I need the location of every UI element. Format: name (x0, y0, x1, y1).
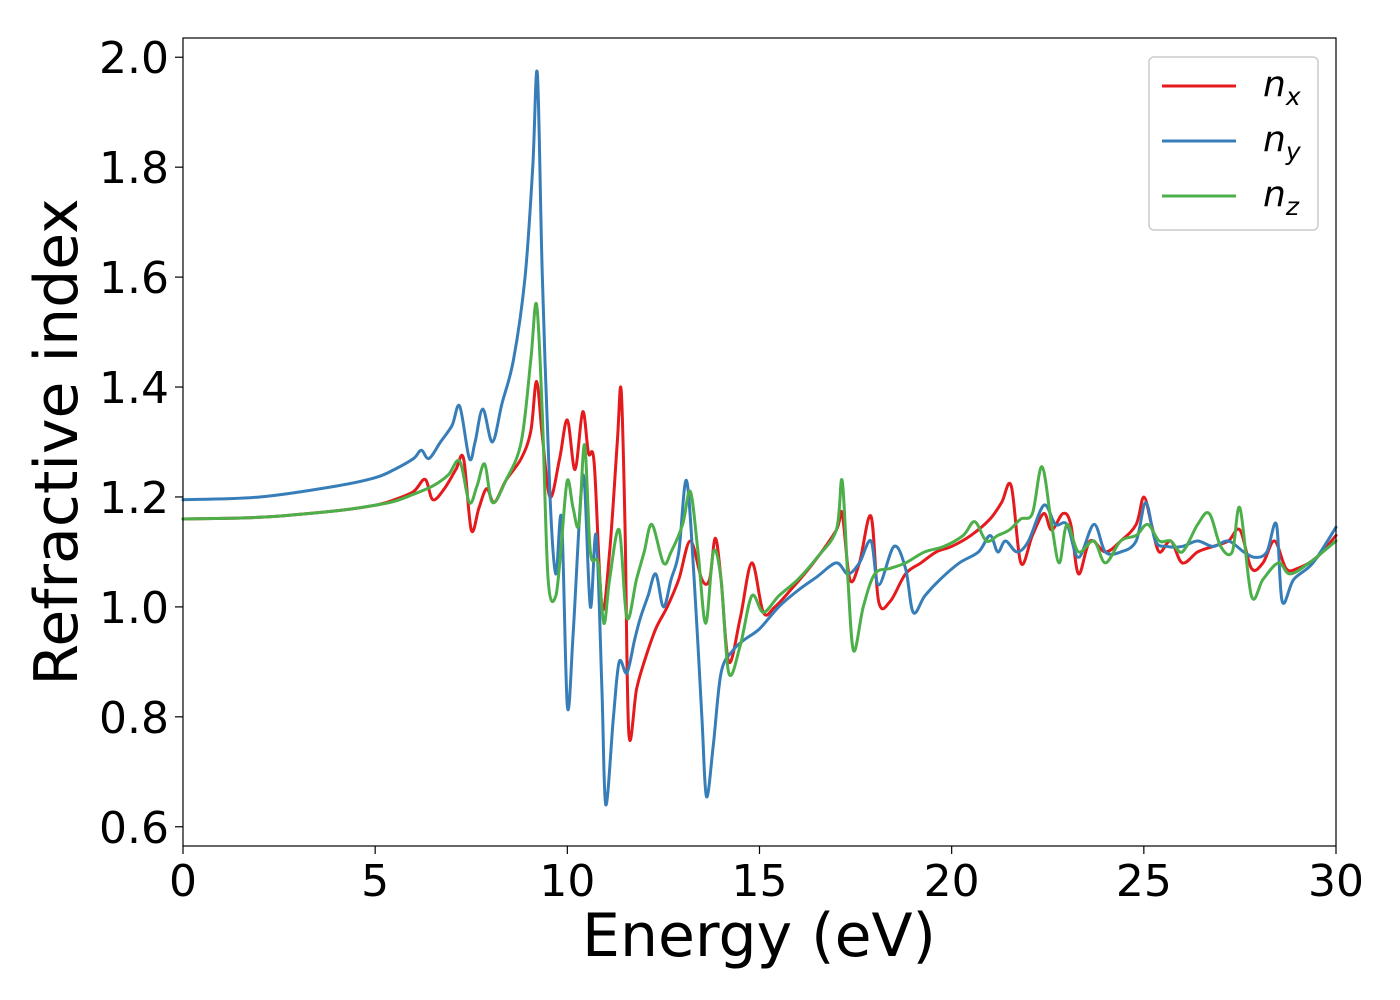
x-tick-label: 5 (361, 856, 389, 907)
legend-item-z: nz (1162, 174, 1300, 221)
legend-label: nx (1263, 64, 1301, 111)
x-tick-label: 10 (539, 856, 595, 907)
legend: nx ny nz (1148, 56, 1319, 231)
y-tick-label: 0.8 (99, 693, 169, 744)
series-layer (181, 69, 1338, 807)
y-tick-label: 2.0 (99, 33, 169, 84)
y-axis-title: Refractive index (22, 198, 92, 685)
x-tick-label: 25 (1116, 856, 1172, 907)
y-tick-label: 0.6 (99, 803, 169, 854)
series-line-z (181, 301, 1338, 677)
y-tick-label: 1.2 (99, 473, 169, 524)
y-tick-label: 1.0 (99, 583, 169, 634)
legend-label: nz (1263, 174, 1300, 221)
x-tick-label: 15 (732, 856, 788, 907)
y-tick-label: 1.4 (99, 363, 169, 414)
legend-label: ny (1263, 119, 1302, 166)
legend-item-y: ny (1162, 119, 1302, 166)
y-tick-label: 1.8 (99, 143, 169, 194)
tick-layer: 0 5 10 15 20 25 30 0.6 0.8 1.0 1.2 1.4 1.6 1.8 2.0 (99, 33, 1364, 907)
legend-item-x: nx (1162, 64, 1301, 111)
x-tick-label: 20 (924, 856, 980, 907)
legend-box (1148, 56, 1319, 231)
x-tick-label: 0 (169, 856, 197, 907)
x-axis-title: Energy (eV) (582, 901, 936, 971)
x-tick-label: 30 (1308, 856, 1364, 907)
y-tick-label: 1.6 (99, 253, 169, 304)
